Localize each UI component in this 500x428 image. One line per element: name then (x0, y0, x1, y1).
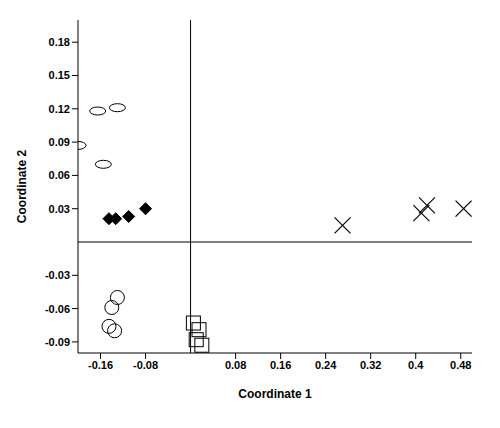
svg-text:-0.16: -0.16 (88, 359, 113, 371)
svg-text:0.03: 0.03 (49, 203, 70, 215)
svg-text:0.32: 0.32 (360, 359, 381, 371)
svg-text:-0.09: -0.09 (45, 336, 70, 348)
svg-text:-0.03: -0.03 (45, 269, 70, 281)
svg-text:0.08: 0.08 (225, 359, 246, 371)
svg-text:0.18: 0.18 (49, 36, 70, 48)
svg-text:0.15: 0.15 (49, 69, 70, 81)
svg-text:-0.08: -0.08 (133, 359, 158, 371)
svg-text:0.24: 0.24 (315, 359, 337, 371)
svg-text:Coordinate 2: Coordinate 2 (15, 150, 29, 224)
svg-text:Coordinate 1: Coordinate 1 (238, 387, 312, 401)
svg-text:-0.06: -0.06 (45, 303, 70, 315)
svg-text:0.4: 0.4 (408, 359, 424, 371)
svg-text:0.09: 0.09 (49, 136, 70, 148)
svg-text:0.48: 0.48 (450, 359, 471, 371)
svg-text:0.16: 0.16 (270, 359, 291, 371)
svg-text:0.12: 0.12 (49, 103, 70, 115)
svg-text:0.06: 0.06 (49, 169, 70, 181)
